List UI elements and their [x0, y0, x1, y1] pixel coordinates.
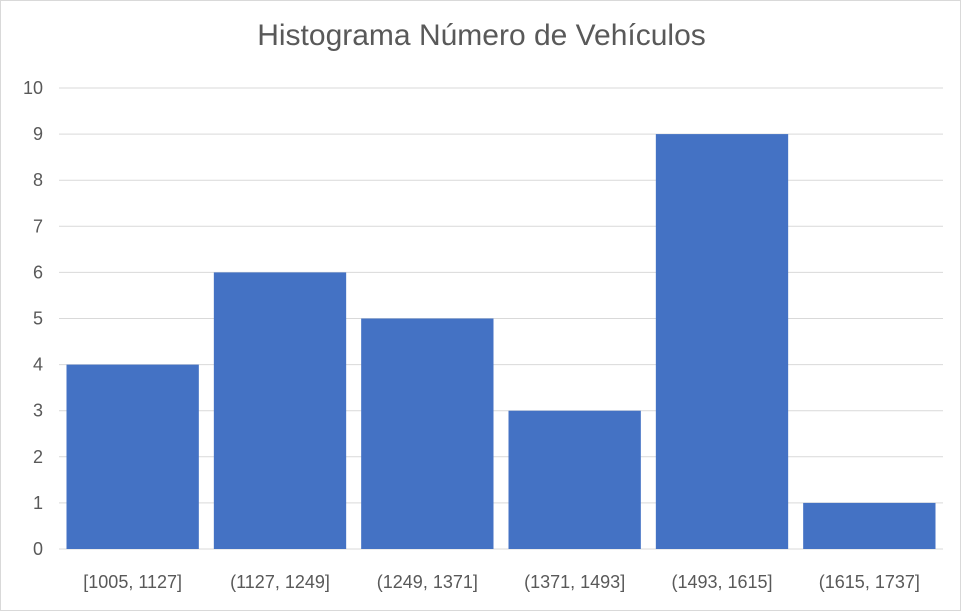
bar	[508, 410, 641, 549]
x-tick-labels: [1005, 1127] (1127, 1249] (1249, 1371] (137…	[83, 572, 920, 592]
x-tick-label: (1371, 1493]	[524, 572, 625, 592]
y-tick-label: 1	[33, 493, 43, 513]
gridlines	[59, 87, 943, 550]
bar	[803, 502, 936, 549]
bars	[66, 134, 936, 549]
y-tick-label: 10	[23, 78, 43, 98]
x-tick-label: (1127, 1249]	[230, 572, 330, 592]
y-tick-label: 0	[33, 539, 43, 559]
y-tick-labels: 0 1 2 3 4 5 6 7 8 9 10	[23, 78, 43, 559]
y-tick-label: 9	[33, 124, 43, 144]
y-tick-label: 6	[33, 262, 43, 282]
y-tick-label: 2	[33, 447, 43, 467]
y-tick-label: 5	[33, 309, 43, 329]
x-tick-label: (1493, 1615]	[671, 572, 772, 592]
y-tick-label: 7	[33, 216, 43, 236]
y-tick-label: 3	[33, 401, 43, 421]
y-tick-label: 8	[33, 170, 43, 190]
y-tick-label: 4	[33, 355, 43, 375]
bar	[655, 134, 789, 549]
x-tick-label: (1615, 1737]	[819, 572, 920, 592]
x-tick-label: (1249, 1371]	[377, 572, 478, 592]
bar	[66, 364, 199, 549]
chart-title: Histograma Número de Vehículos	[257, 19, 706, 52]
bar	[361, 318, 494, 549]
bar	[213, 272, 347, 549]
x-tick-label: [1005, 1127]	[83, 572, 182, 592]
